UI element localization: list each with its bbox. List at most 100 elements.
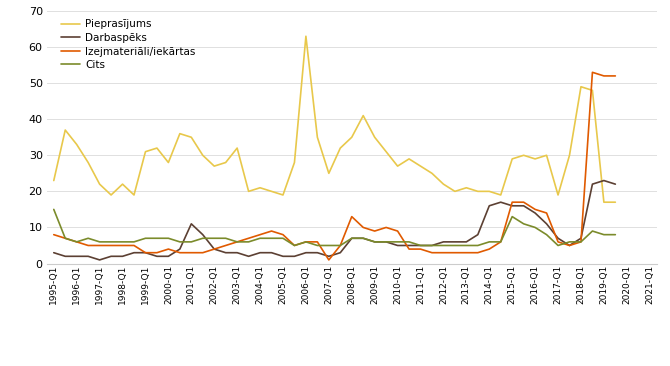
Pieprasījums (267, 189, 275, 194)
Pieprasījums (199, 153, 207, 157)
Pieprasījums (600, 200, 608, 204)
Darbaspēks (371, 240, 379, 244)
Pieprasījums (543, 153, 551, 157)
Darbaspēks (141, 250, 149, 255)
Darbaspēks (531, 211, 539, 215)
Cits (474, 243, 482, 248)
Darbaspēks (611, 182, 619, 186)
Izejmateriāli/iekārtas (325, 258, 333, 262)
Darbaspēks (474, 232, 482, 237)
Cits (164, 236, 172, 240)
Izejmateriāli/iekārtas (485, 247, 493, 251)
Izejmateriāli/iekārtas (405, 247, 413, 251)
Izejmateriāli/iekārtas (222, 243, 230, 248)
Line: Darbaspēks: Darbaspēks (54, 180, 615, 260)
Cits (222, 236, 230, 240)
Izejmateriāli/iekārtas (302, 240, 310, 244)
Izejmateriāli/iekārtas (393, 229, 401, 233)
Cits (462, 243, 470, 248)
Darbaspēks (543, 222, 551, 226)
Pieprasījums (359, 113, 367, 118)
Izejmateriāli/iekārtas (107, 243, 115, 248)
Izejmateriāli/iekārtas (233, 240, 241, 244)
Izejmateriāli/iekārtas (245, 236, 253, 240)
Pieprasījums (417, 164, 425, 168)
Cits (382, 240, 390, 244)
Line: Izejmateriāli/iekārtas: Izejmateriāli/iekārtas (54, 72, 615, 260)
Izejmateriāli/iekārtas (314, 240, 322, 244)
Izejmateriāli/iekārtas (577, 240, 585, 244)
Pieprasījums (474, 189, 482, 194)
Izejmateriāli/iekārtas (508, 200, 516, 204)
Izejmateriāli/iekārtas (188, 250, 196, 255)
Izejmateriāli/iekārtas (50, 232, 58, 237)
Pieprasījums (485, 189, 493, 194)
Line: Cits: Cits (54, 209, 615, 246)
Pieprasījums (245, 189, 253, 194)
Cits (50, 207, 58, 212)
Darbaspēks (210, 247, 218, 251)
Izejmateriāli/iekārtas (531, 207, 539, 212)
Pieprasījums (302, 34, 310, 38)
Izejmateriāli/iekārtas (141, 250, 149, 255)
Darbaspēks (199, 232, 207, 237)
Izejmateriāli/iekārtas (543, 211, 551, 215)
Cits (119, 240, 127, 244)
Cits (233, 240, 241, 244)
Pieprasījums (451, 189, 459, 194)
Izejmateriāli/iekārtas (611, 74, 619, 78)
Cits (199, 236, 207, 240)
Izejmateriāli/iekārtas (428, 250, 436, 255)
Izejmateriāli/iekārtas (176, 250, 184, 255)
Darbaspēks (61, 254, 69, 258)
Pieprasījums (119, 182, 127, 186)
Izejmateriāli/iekārtas (61, 236, 69, 240)
Cits (290, 243, 298, 248)
Darbaspēks (107, 254, 115, 258)
Cits (428, 243, 436, 248)
Line: Pieprasījums: Pieprasījums (54, 36, 615, 202)
Izejmateriāli/iekārtas (359, 225, 367, 229)
Cits (279, 236, 287, 240)
Cits (440, 243, 448, 248)
Darbaspēks (84, 254, 92, 258)
Cits (141, 236, 149, 240)
Darbaspēks (393, 243, 401, 248)
Darbaspēks (96, 258, 104, 262)
Darbaspēks (245, 254, 253, 258)
Pieprasījums (405, 157, 413, 161)
Izejmateriāli/iekārtas (588, 70, 596, 75)
Darbaspēks (485, 203, 493, 208)
Darbaspēks (405, 243, 413, 248)
Pieprasījums (256, 186, 264, 190)
Cits (153, 236, 161, 240)
Pieprasījums (325, 171, 333, 176)
Cits (302, 240, 310, 244)
Darbaspēks (462, 240, 470, 244)
Darbaspēks (359, 236, 367, 240)
Izejmateriāli/iekārtas (290, 243, 298, 248)
Cits (565, 240, 574, 244)
Cits (336, 243, 344, 248)
Izejmateriāli/iekārtas (565, 243, 574, 248)
Pieprasījums (428, 171, 436, 176)
Darbaspēks (600, 178, 608, 183)
Pieprasījums (164, 160, 172, 165)
Izejmateriāli/iekārtas (600, 74, 608, 78)
Pieprasījums (153, 146, 161, 150)
Pieprasījums (72, 142, 80, 147)
Darbaspēks (290, 254, 298, 258)
Cits (176, 240, 184, 244)
Darbaspēks (222, 250, 230, 255)
Pieprasījums (279, 193, 287, 197)
Pieprasījums (188, 135, 196, 139)
Izejmateriāli/iekārtas (210, 247, 218, 251)
Cits (508, 214, 516, 219)
Darbaspēks (302, 250, 310, 255)
Izejmateriāli/iekārtas (256, 232, 264, 237)
Pieprasījums (210, 164, 218, 168)
Darbaspēks (565, 243, 574, 248)
Darbaspēks (554, 236, 562, 240)
Cits (256, 236, 264, 240)
Pieprasījums (141, 149, 149, 154)
